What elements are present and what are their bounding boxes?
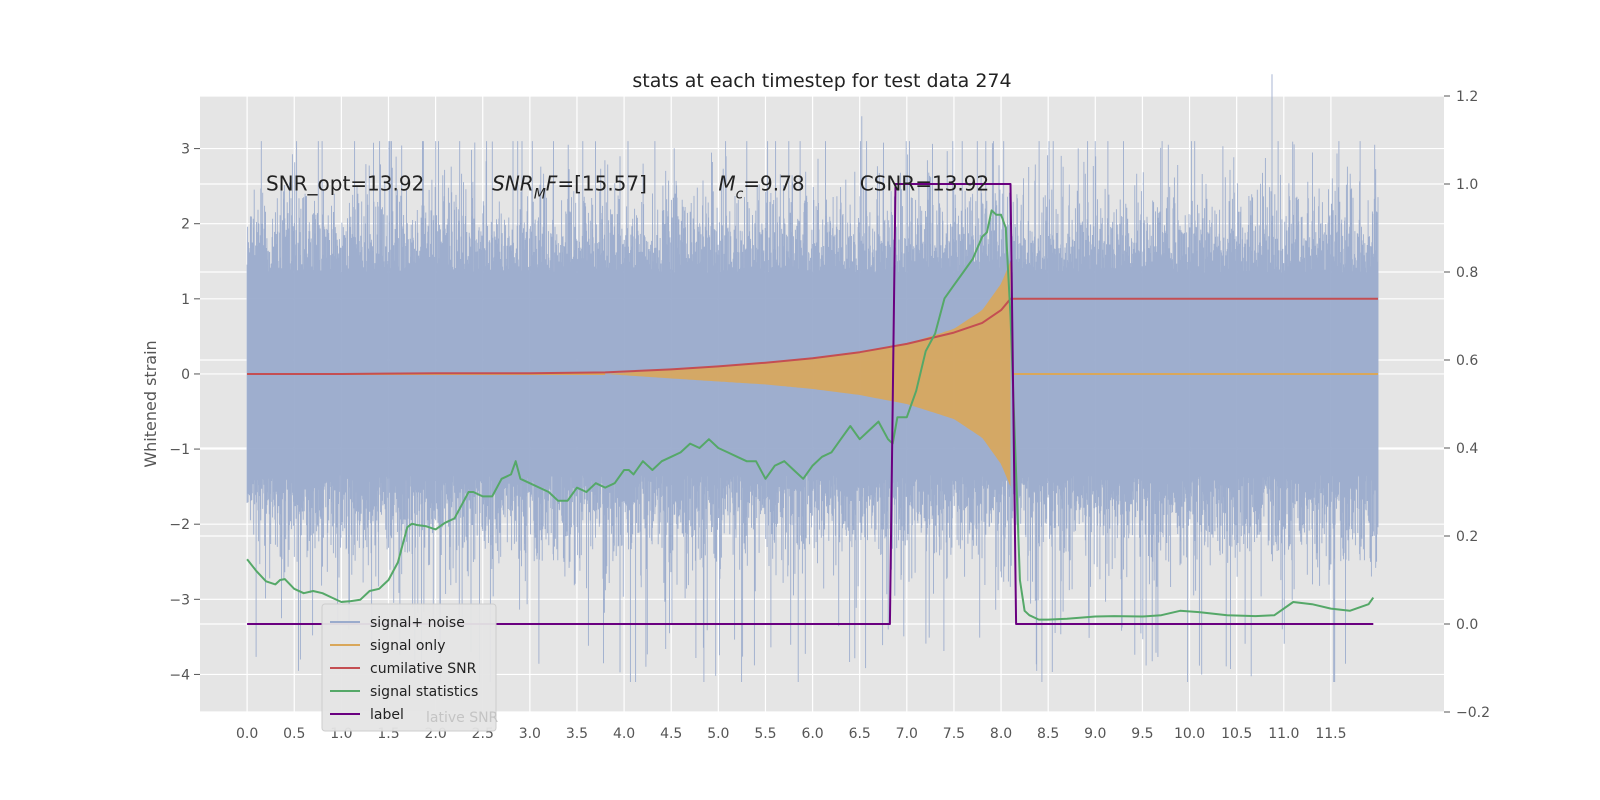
annotation-post-rest: =[15.57] [557,171,647,195]
annotation-main: SNR [492,171,534,195]
x-tick-label: 11.0 [1268,726,1299,742]
x-tick-label: 3.5 [566,726,588,742]
series-cumilative-snr [247,297,1378,375]
y-tick-label: 3 [181,142,190,158]
x-tick-label: 9.5 [1131,726,1153,742]
y2-axis-ticks: 1.2 1.0 0.8 0.6 0.4 0.2 0.0 −0.2 [1444,89,1490,721]
annotation-text: Mc=9.78 [718,171,804,202]
annotation-post: =9.78 [743,171,804,195]
x-tick-label: 7.0 [896,726,918,742]
y-axis-ticks: 3 2 1 0 −1 −2 −3 −4 [169,142,200,683]
y2-tick-label: 1.0 [1456,177,1478,193]
annotations: SNR_opt=13.92 SNRMF=[15.57] Mc=9.78 CSNR=13… [266,171,989,202]
x-tick-label: 10.5 [1221,726,1252,742]
legend-label: signal+ noise [370,615,465,631]
legend-hidden-text: lative SNR [426,710,499,726]
y-axis-label: Whitened strain [141,340,160,467]
x-tick-label: 4.0 [613,726,635,742]
legend-label: cumilative SNR [370,661,477,677]
x-tick-label: 10.0 [1174,726,1205,742]
legend-box [321,603,497,732]
annotation-text: SNRMF=[15.57] [492,171,647,202]
x-tick-label: 6.5 [849,726,871,742]
y2-tick-label: 0.4 [1456,441,1478,457]
y2-tick-label: 1.2 [1456,89,1478,105]
series-signal-only-fill [605,261,1011,487]
x-tick-label: 8.5 [1037,726,1059,742]
x-tick-label: 7.5 [943,726,965,742]
x-tick-label: 4.5 [660,726,682,742]
y-tick-label: −2 [169,517,190,533]
annotation-main: CSNR=13.92 [860,171,990,195]
annotation-subscript: c [736,186,744,202]
annotation-italic-f: F [546,171,558,195]
y-tick-label: 2 [181,217,190,233]
y2-tick-label: 0.0 [1456,617,1478,633]
annotation-text: SNR_opt=13.92 [266,171,424,195]
legend-label: signal statistics [370,684,478,700]
annotation-main: SNR_opt=13.92 [266,171,424,195]
annotation-main: M [718,171,735,195]
y2-tick-label: 0.8 [1456,265,1478,281]
y-tick-label: 1 [181,292,190,308]
y-tick-label: −3 [169,592,190,608]
x-tick-label: 8.0 [990,726,1012,742]
y-tick-label: −1 [169,442,190,458]
legend-label: signal only [370,638,445,654]
chart-title: stats at each timestep for test data 274 [632,70,1011,92]
x-tick-label: 5.5 [754,726,776,742]
legend-label: label [370,707,404,723]
x-tick-label: 3.0 [519,726,541,742]
x-tick-label: 0.0 [236,726,258,742]
series-label [247,183,1374,625]
annotation-text: CSNR=13.92 [860,171,990,195]
series-signal-statistics [246,209,1375,621]
y-tick-label: −4 [169,667,190,683]
x-tick-label: 0.5 [283,726,305,742]
x-tick-label: 11.5 [1315,726,1346,742]
legend: lative SNR signal+ noise signal only cumila… [321,603,499,732]
annotation-post: F=[15.57] [546,171,647,195]
data-series [246,74,1379,682]
x-tick-label: 5.0 [707,726,729,742]
x-tick-label: 9.0 [1084,726,1106,742]
y2-tick-label: 0.6 [1456,353,1478,369]
annotation-subscript: M [534,186,546,202]
y-tick-label: 0 [181,367,190,383]
y2-tick-label: −0.2 [1456,705,1490,721]
y2-tick-label: 0.2 [1456,529,1478,545]
x-tick-label: 6.0 [801,726,823,742]
